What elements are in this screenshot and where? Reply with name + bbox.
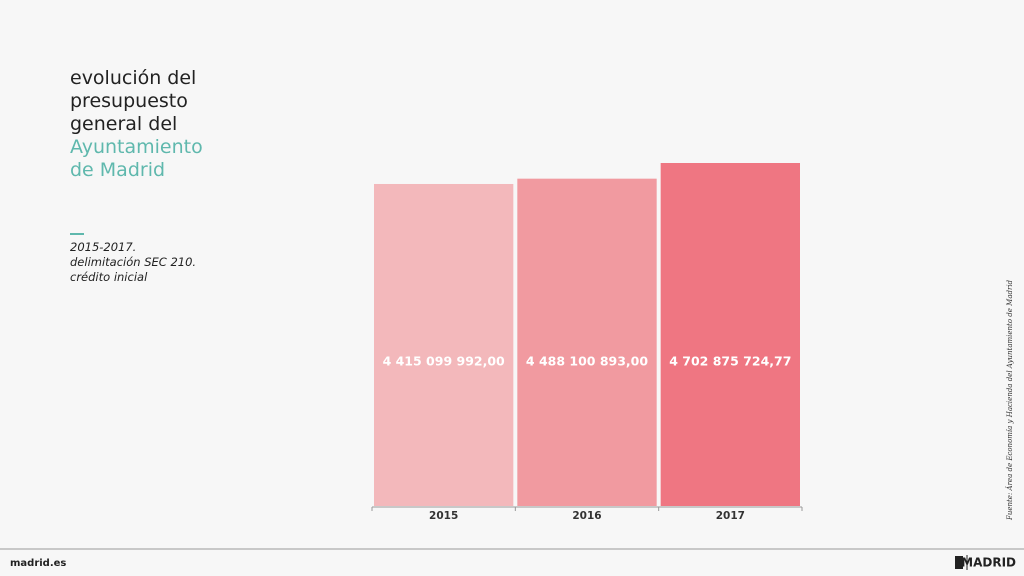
- bar: [517, 178, 657, 506]
- footer-site: madrid.es: [10, 558, 66, 569]
- source-note: Fuente: Área de Economía y Hacienda del …: [1005, 279, 1014, 521]
- x-tick-label: 2015: [429, 510, 458, 522]
- x-tick-label: 2016: [572, 510, 601, 522]
- value-label: 4 702 875 724,77: [669, 354, 791, 369]
- bar: [660, 163, 800, 506]
- title-block: evolución del presupuesto general del Ay…: [70, 67, 210, 182]
- chart-title-highlight: Ayuntamiento de Madrid: [70, 136, 203, 181]
- logo-icon: [955, 556, 963, 569]
- x-tick-label: 2017: [716, 510, 745, 522]
- chart-title: evolución del presupuesto general del: [70, 67, 197, 135]
- bar: [374, 183, 514, 507]
- value-label: 4 488 100 893,00: [526, 354, 648, 369]
- subtitle: 2015-2017. delimitación SEC 210. crédito …: [70, 240, 230, 285]
- footer-brand: MADRID: [961, 556, 1016, 570]
- value-label: 4 415 099 992,00: [383, 354, 505, 369]
- subtitle-line: delimitación SEC 210. crédito inicial: [70, 255, 197, 284]
- subtitle-line: 2015-2017.: [70, 240, 137, 254]
- accent-dash: [70, 233, 84, 235]
